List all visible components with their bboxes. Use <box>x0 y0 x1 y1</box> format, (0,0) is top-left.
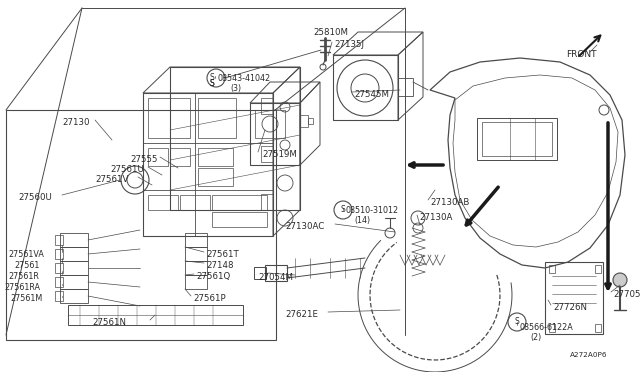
Bar <box>185 233 207 247</box>
Bar <box>185 261 207 275</box>
Text: S: S <box>210 80 214 89</box>
Bar <box>148 195 178 210</box>
Text: S: S <box>515 317 520 327</box>
Bar <box>250 103 300 165</box>
Bar <box>55 249 63 259</box>
Bar <box>261 194 273 210</box>
Bar <box>398 78 413 96</box>
Bar <box>265 265 287 281</box>
Circle shape <box>613 273 627 287</box>
Text: 27148: 27148 <box>206 261 234 270</box>
Bar <box>55 235 63 245</box>
Bar <box>185 247 207 261</box>
Text: 27130AC: 27130AC <box>285 222 324 231</box>
Text: 08566-6122A: 08566-6122A <box>519 323 573 332</box>
Bar <box>333 55 398 120</box>
Bar <box>55 291 63 301</box>
Text: 27054M: 27054M <box>258 273 293 282</box>
Bar <box>198 168 233 186</box>
Text: 27130: 27130 <box>62 118 90 127</box>
Text: FRONT: FRONT <box>566 50 596 59</box>
Text: 08543-41042: 08543-41042 <box>218 74 271 83</box>
Text: (14): (14) <box>354 216 370 225</box>
Bar <box>198 98 236 138</box>
Bar <box>212 212 267 227</box>
Text: 25810M: 25810M <box>313 28 348 37</box>
Bar <box>55 263 63 273</box>
Bar <box>255 110 285 138</box>
Bar <box>549 324 555 332</box>
Text: 27561N: 27561N <box>92 318 126 327</box>
Bar <box>308 118 313 124</box>
Bar <box>180 195 210 210</box>
Text: 27561P: 27561P <box>193 294 226 303</box>
Text: S: S <box>210 74 214 83</box>
Text: 27519M: 27519M <box>262 150 297 159</box>
Text: (3): (3) <box>230 84 241 93</box>
Text: 27561T: 27561T <box>206 250 239 259</box>
Bar <box>148 148 168 166</box>
Text: 27135J: 27135J <box>334 40 364 49</box>
Text: 27561RA: 27561RA <box>4 283 40 292</box>
Bar <box>185 275 207 289</box>
Bar <box>595 324 601 332</box>
Text: S: S <box>210 80 214 89</box>
Text: 08510-31012: 08510-31012 <box>346 206 399 215</box>
Text: 27726N: 27726N <box>553 303 587 312</box>
Bar <box>545 262 603 334</box>
Bar <box>198 148 233 166</box>
Bar <box>254 267 266 279</box>
Bar <box>148 98 190 138</box>
Text: 27560U: 27560U <box>18 193 52 202</box>
Text: 27561VA: 27561VA <box>8 250 44 259</box>
Text: 27705: 27705 <box>613 290 640 299</box>
Text: 27561R: 27561R <box>8 272 39 281</box>
Bar <box>261 98 273 114</box>
Bar <box>6 110 276 340</box>
Text: (2): (2) <box>530 333 541 342</box>
Text: 27561U: 27561U <box>110 165 144 174</box>
Bar <box>482 122 552 156</box>
Text: 27555: 27555 <box>130 155 157 164</box>
Bar <box>60 289 88 303</box>
Text: 27561V: 27561V <box>95 175 129 184</box>
Text: 27561: 27561 <box>14 261 40 270</box>
Text: S: S <box>340 205 346 215</box>
Bar <box>595 265 601 273</box>
Bar <box>60 233 88 247</box>
Text: 27545M: 27545M <box>354 90 389 99</box>
Text: A272A0P6: A272A0P6 <box>570 352 607 358</box>
Bar <box>55 277 63 287</box>
Bar <box>549 265 555 273</box>
Bar <box>300 115 308 127</box>
Bar <box>68 305 243 325</box>
Text: 27621E: 27621E <box>285 310 318 319</box>
Bar <box>143 93 273 236</box>
Bar <box>477 118 557 160</box>
Text: 27561Q: 27561Q <box>196 272 230 281</box>
Text: 27561M: 27561M <box>10 294 42 303</box>
Bar <box>261 146 273 162</box>
Bar <box>60 247 88 261</box>
Bar <box>170 148 190 166</box>
Bar <box>212 195 267 210</box>
Bar <box>60 261 88 275</box>
Text: 27130A: 27130A <box>419 213 452 222</box>
Text: 27130AB: 27130AB <box>430 198 469 207</box>
Bar <box>60 275 88 289</box>
